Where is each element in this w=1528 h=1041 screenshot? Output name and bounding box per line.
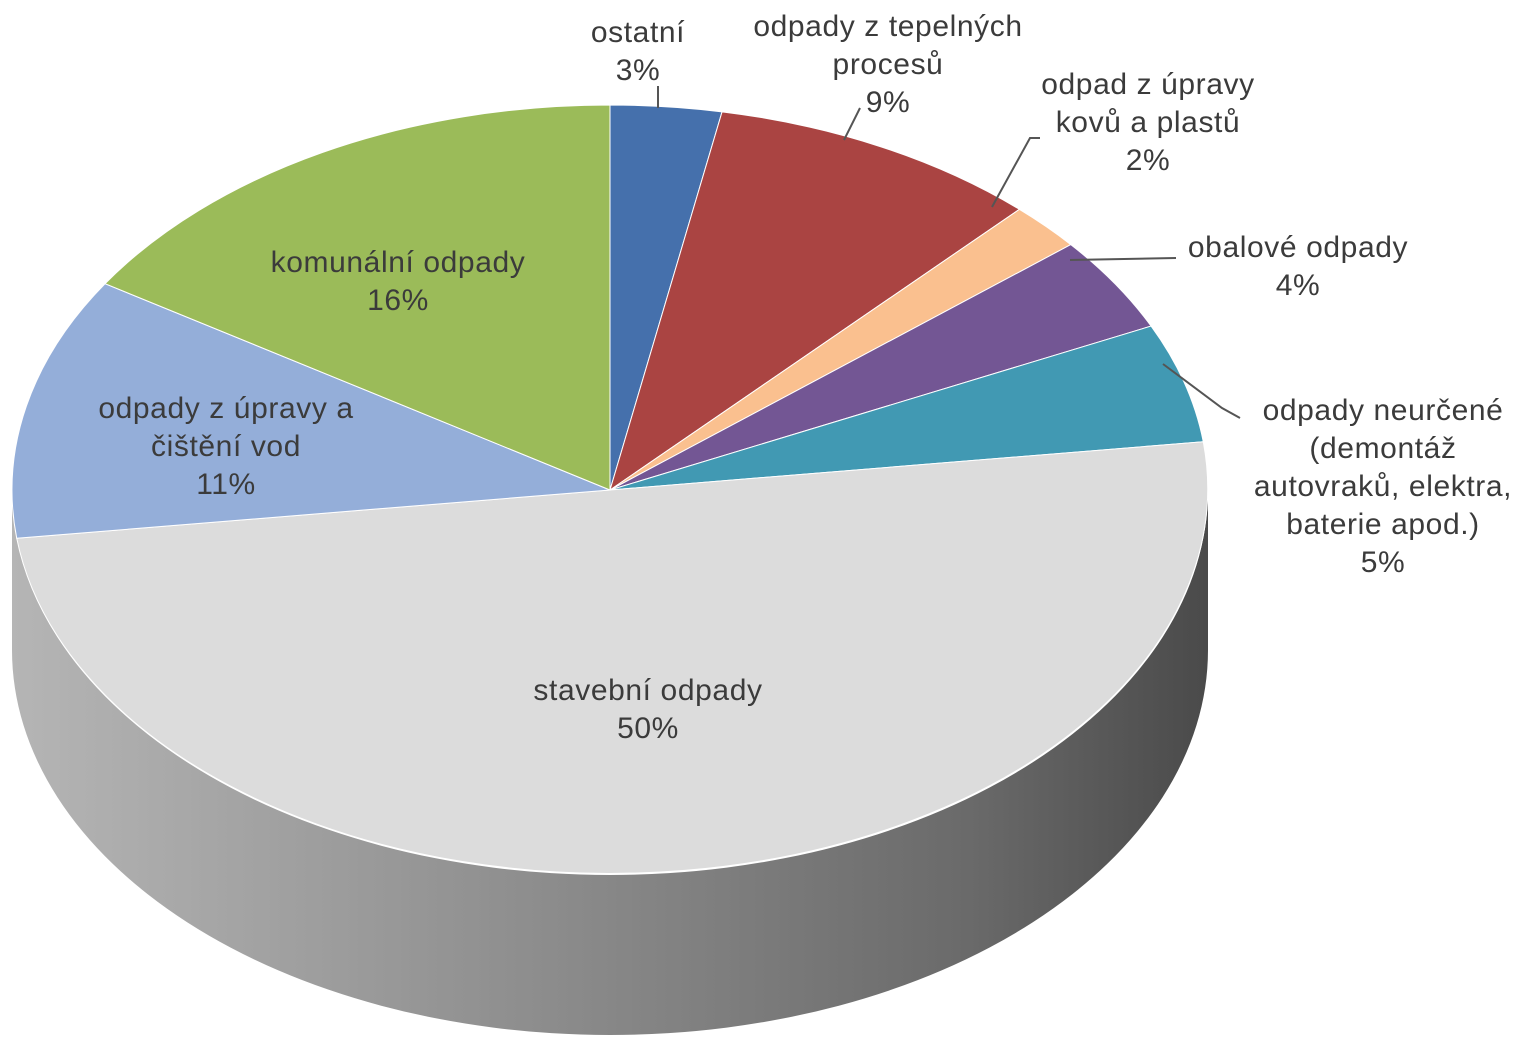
- slice-name-label: (demontáž: [1309, 432, 1456, 465]
- leader-line-2: [991, 137, 1040, 208]
- slice-label-0: ostatní 3%: [591, 16, 685, 87]
- slice-value-label: 4%: [1276, 269, 1321, 302]
- slice-label-5: stavební odpady 50%: [533, 674, 762, 745]
- pie-side-wall: [12, 490, 1208, 1035]
- leader-lines: [657, 86, 1241, 419]
- pie-slice-4: [609, 325, 1204, 491]
- slice-label-2: odpad z úpravy kovů a plastů 2%: [1041, 68, 1255, 177]
- slice-name-label: procesů: [833, 48, 944, 81]
- slice-name-label: odpady neurčené: [1263, 394, 1504, 427]
- leader-line-3: [1069, 257, 1177, 261]
- leader-line-1: [843, 107, 861, 141]
- slice-name-label: ostatní: [591, 16, 685, 49]
- slice-name-label: stavební odpady: [533, 674, 762, 707]
- slice-name-label: čištění vod: [151, 430, 301, 463]
- slice-value-label: 5%: [1361, 546, 1406, 579]
- pie-slice-7: [104, 104, 611, 491]
- slice-name-label: autovraků, elektra,: [1254, 470, 1512, 503]
- slice-label-7: komunální odpady 16%: [271, 246, 526, 317]
- slice-name-label: odpady z tepelných: [753, 10, 1022, 43]
- pie-top-face: [11, 104, 1209, 874]
- slice-name-label: komunální odpady: [271, 246, 526, 279]
- slice-name-label: odpady z úpravy a: [98, 392, 353, 425]
- slice-name-label: baterie apod.): [1286, 508, 1480, 541]
- slice-labels: ostatní 3%odpady z tepelných procesů 9%odpa…: [98, 10, 1512, 745]
- slice-label-1: odpady z tepelných procesů 9%: [753, 10, 1022, 119]
- slice-name-label: obalové odpady: [1188, 231, 1408, 264]
- pie-3d-side: [12, 490, 1208, 1035]
- pie-slice-5: [16, 441, 1209, 874]
- slice-value-label: 11%: [196, 468, 256, 501]
- slice-value-label: 2%: [1126, 144, 1171, 177]
- pie-slice-6: [11, 283, 611, 539]
- slice-value-label: 9%: [866, 86, 911, 119]
- slice-label-4: odpady neurčené (demontáž autovraků, elekt…: [1254, 394, 1512, 579]
- slice-name-label: odpad z úpravy: [1041, 68, 1255, 101]
- slice-value-label: 50%: [617, 712, 679, 745]
- slice-name-label: kovů a plastů: [1056, 106, 1241, 139]
- slice-label-3: obalové odpady 4%: [1188, 231, 1408, 302]
- leader-line-4: [1162, 363, 1241, 419]
- slice-label-6: odpady z úpravy a čištění vod 11%: [98, 392, 353, 501]
- slice-value-label: 3%: [616, 54, 661, 87]
- slice-value-label: 16%: [367, 284, 429, 317]
